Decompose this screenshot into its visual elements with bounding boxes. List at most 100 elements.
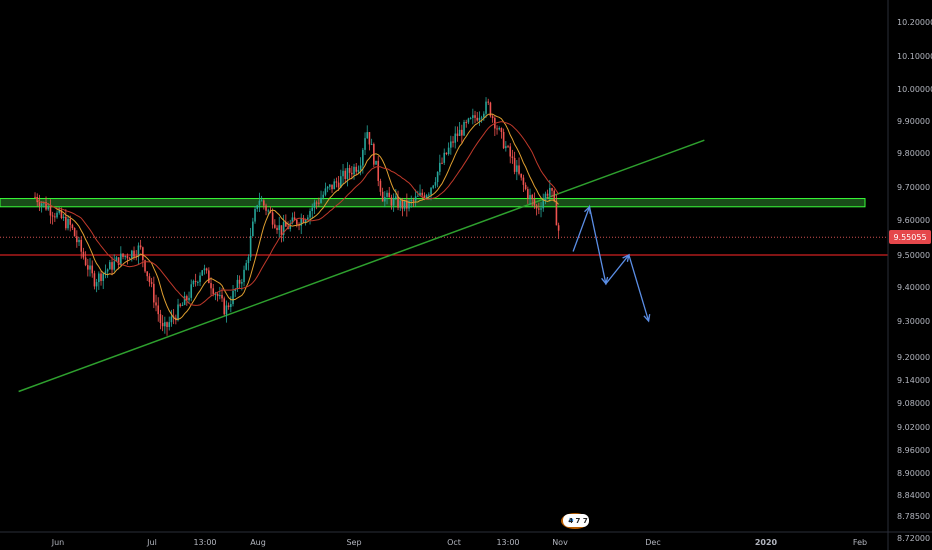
candle-body[interactable]	[513, 157, 516, 172]
candle-body[interactable]	[362, 149, 364, 166]
candle-body[interactable]	[199, 275, 201, 282]
candle-body[interactable]	[84, 257, 87, 266]
candle-body[interactable]	[487, 101, 490, 103]
candle-body[interactable]	[216, 293, 219, 297]
candle-body[interactable]	[344, 170, 347, 180]
candle-body[interactable]	[302, 217, 305, 223]
candle-body[interactable]	[236, 279, 239, 290]
candle-body[interactable]	[194, 280, 197, 282]
ma-slow-line[interactable]	[34, 121, 560, 306]
candles[interactable]	[34, 97, 560, 336]
price-axis[interactable]: 10.20000 10.10000 10.00000 9.90000 9.80000 9.…	[897, 18, 932, 543]
candle-body[interactable]	[142, 247, 144, 261]
candle-body[interactable]	[210, 283, 212, 289]
candle-body[interactable]	[82, 251, 85, 258]
candle-body[interactable]	[109, 262, 111, 270]
candle-body[interactable]	[150, 282, 153, 284]
candle-body[interactable]	[170, 316, 173, 323]
candle-body[interactable]	[131, 250, 133, 259]
candle-body[interactable]	[381, 191, 384, 202]
candle-body[interactable]	[485, 101, 487, 114]
candle-body[interactable]	[450, 141, 452, 148]
candle-body[interactable]	[546, 193, 549, 196]
candle-body[interactable]	[351, 172, 353, 175]
candle-body[interactable]	[483, 113, 485, 118]
candle-body[interactable]	[183, 296, 186, 305]
candle-body[interactable]	[406, 200, 408, 209]
candle-body[interactable]	[78, 239, 80, 243]
candle-body[interactable]	[227, 305, 230, 308]
candle-body[interactable]	[241, 282, 243, 284]
candle-body[interactable]	[340, 176, 342, 188]
candle-body[interactable]	[58, 210, 61, 213]
candle-body[interactable]	[311, 207, 314, 212]
candle-body[interactable]	[315, 202, 318, 204]
candle-body[interactable]	[47, 206, 50, 210]
candle-body[interactable]	[300, 217, 303, 226]
candle-body[interactable]	[324, 188, 327, 195]
candle-body[interactable]	[551, 187, 553, 191]
candle-body[interactable]	[392, 198, 395, 206]
candle-body[interactable]	[65, 216, 67, 229]
candle-body[interactable]	[238, 279, 241, 284]
candle-body[interactable]	[232, 290, 234, 305]
candle-body[interactable]	[524, 184, 527, 190]
candle-body[interactable]	[128, 258, 131, 260]
candle-body[interactable]	[309, 211, 311, 218]
candle-body[interactable]	[399, 200, 402, 208]
candle-body[interactable]	[208, 270, 210, 284]
candle-body[interactable]	[489, 102, 492, 117]
candle-body[interactable]	[436, 171, 439, 183]
candle-body[interactable]	[403, 200, 406, 209]
candle-body[interactable]	[414, 196, 417, 201]
candle-body[interactable]	[51, 215, 54, 217]
candle-body[interactable]	[111, 262, 113, 270]
candle-body[interactable]	[234, 289, 237, 291]
candle-body[interactable]	[432, 185, 435, 188]
candle-body[interactable]	[289, 223, 292, 229]
candle-body[interactable]	[434, 182, 437, 186]
candle-body[interactable]	[335, 181, 338, 183]
candle-body[interactable]	[326, 186, 329, 189]
candle-body[interactable]	[104, 271, 107, 274]
candle-body[interactable]	[120, 253, 122, 266]
candle-body[interactable]	[331, 184, 333, 190]
candle-body[interactable]	[45, 202, 47, 210]
candle-body[interactable]	[474, 115, 476, 118]
candle-body[interactable]	[148, 276, 151, 283]
candle-body[interactable]	[159, 314, 162, 323]
candle-body[interactable]	[465, 122, 468, 124]
candle-body[interactable]	[203, 268, 206, 271]
candle-body[interactable]	[408, 201, 410, 209]
candle-body[interactable]	[522, 177, 525, 185]
candle-body[interactable]	[267, 210, 270, 212]
candle-body[interactable]	[500, 128, 503, 132]
candle-body[interactable]	[137, 245, 140, 257]
candle-body[interactable]	[443, 152, 446, 163]
candle-body[interactable]	[106, 269, 109, 272]
candle-body[interactable]	[247, 257, 250, 264]
candle-body[interactable]	[384, 196, 386, 202]
candle-body[interactable]	[223, 298, 226, 315]
candle-body[interactable]	[502, 131, 505, 149]
candle-body[interactable]	[282, 222, 285, 235]
candle-body[interactable]	[153, 283, 155, 303]
candle-body[interactable]	[252, 221, 254, 237]
candle-body[interactable]	[221, 294, 223, 299]
candle-body[interactable]	[368, 132, 371, 145]
candle-body[interactable]	[322, 194, 325, 198]
candle-body[interactable]	[458, 129, 461, 136]
candle-body[interactable]	[205, 268, 208, 271]
candle-body[interactable]	[181, 304, 184, 306]
candle-body[interactable]	[549, 187, 551, 196]
trendline[interactable]	[18, 139, 705, 393]
candle-body[interactable]	[419, 192, 421, 196]
candle-body[interactable]	[425, 195, 428, 199]
candle-body[interactable]	[190, 284, 193, 298]
candle-body[interactable]	[87, 265, 89, 270]
candle-body[interactable]	[353, 166, 355, 175]
candle-body[interactable]	[177, 304, 179, 321]
candle-body[interactable]	[507, 146, 509, 148]
candle-body[interactable]	[89, 265, 91, 270]
candle-body[interactable]	[401, 200, 404, 209]
